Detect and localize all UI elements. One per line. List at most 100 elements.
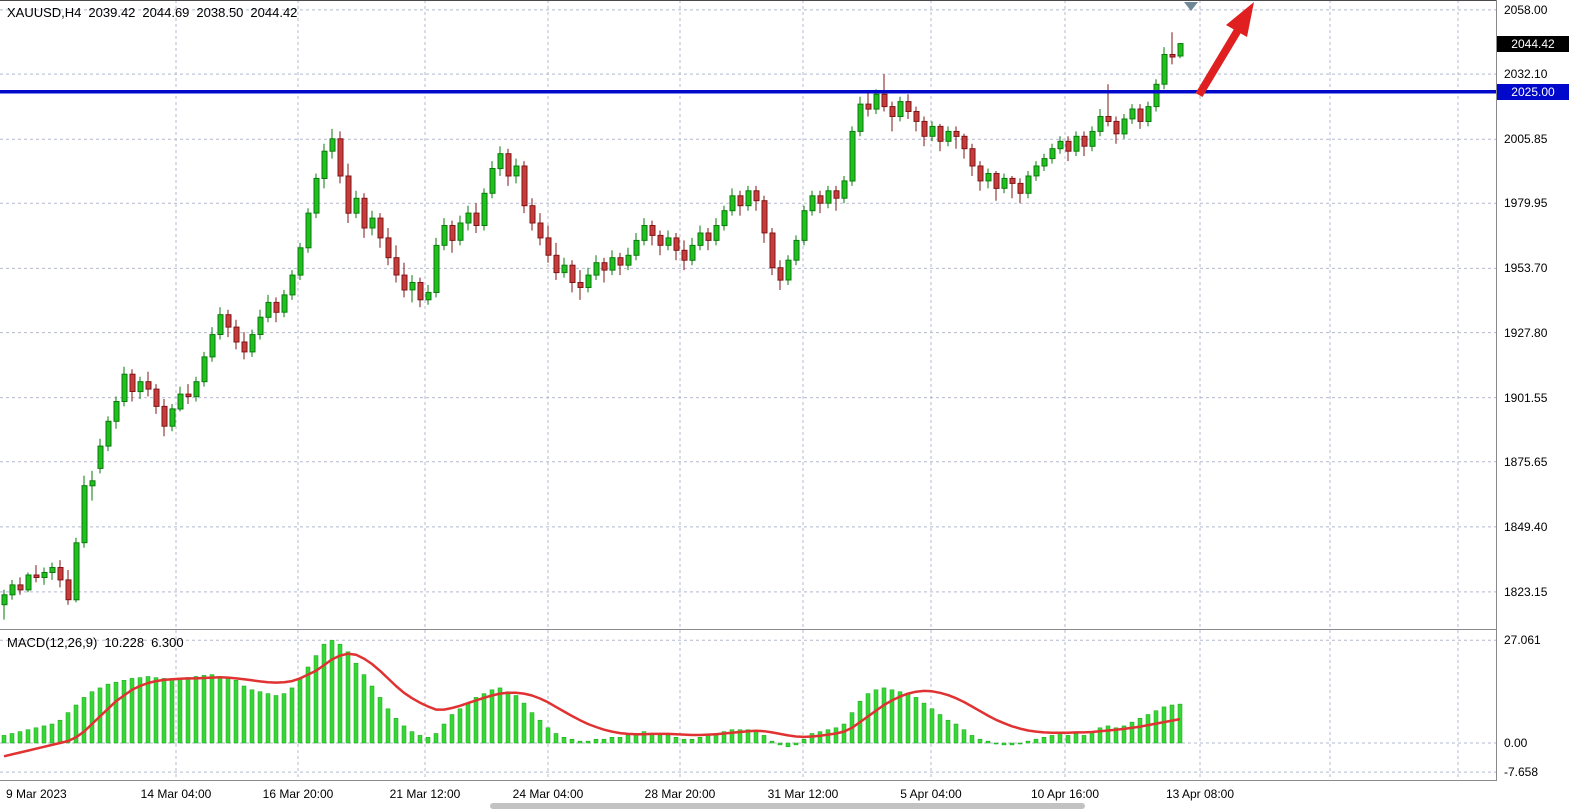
macd-histogram-bar	[993, 742, 999, 745]
bear-candle	[993, 173, 1000, 189]
macd-indicator-canvas[interactable]	[0, 630, 1496, 780]
bear-candle	[1113, 120, 1120, 135]
bear-candle	[545, 237, 552, 256]
bull-candle	[985, 173, 992, 182]
macd-histogram-bar	[585, 740, 591, 744]
macd-histogram-bar	[417, 735, 423, 744]
bull-candle	[1129, 108, 1136, 120]
bull-candle	[177, 393, 184, 410]
bull-candle	[321, 150, 328, 179]
macd-histogram-bar	[105, 683, 111, 744]
macd-histogram-bar	[1113, 727, 1119, 744]
time-axis-label: 16 Mar 20:00	[262, 787, 334, 801]
bear-candle	[1009, 177, 1016, 184]
macd-histogram-bar	[1177, 703, 1183, 744]
macd-histogram-bar	[897, 691, 903, 744]
bear-candle	[617, 257, 624, 266]
macd-histogram-bar	[1017, 742, 1023, 745]
current-price-badge: 2044.42	[1497, 36, 1569, 52]
time-axis[interactable]: 9 Mar 2023 14 Mar 04:00 16 Mar 20:00 21 Mar…	[0, 781, 1576, 811]
bull-candle	[1001, 177, 1008, 189]
bull-candle	[841, 180, 848, 199]
bull-candle	[857, 103, 864, 132]
macd-histogram-bar	[505, 691, 511, 744]
bull-candle	[49, 567, 56, 573]
bull-candle	[169, 408, 176, 427]
macd-histogram-bar	[1161, 706, 1167, 744]
time-axis-label: 31 Mar 12:00	[767, 787, 839, 801]
macd-histogram-bar	[25, 729, 31, 744]
macd-histogram-bar	[209, 674, 215, 744]
bull-candle	[113, 401, 120, 422]
chart-top-border	[0, 0, 1496, 1]
macd-histogram-bar	[977, 738, 983, 744]
bear-candle	[833, 190, 840, 199]
macd-histogram-bar	[697, 737, 703, 744]
macd-histogram-bar	[753, 731, 759, 744]
macd-histogram-bar	[809, 733, 815, 744]
bull-candle	[1041, 158, 1048, 167]
bull-candle	[305, 212, 312, 249]
bear-candle	[905, 101, 912, 112]
macd-histogram-bar	[353, 662, 359, 744]
macd-histogram-bar	[561, 737, 567, 744]
bull-candle	[489, 168, 496, 194]
macd-histogram-bar	[361, 674, 367, 744]
bear-candle	[681, 249, 688, 261]
trend-arrow-object[interactable]	[1195, 2, 1254, 98]
macd-histogram-bar	[409, 731, 415, 744]
macd-histogram-bar	[681, 738, 687, 744]
macd-histogram-bar	[641, 731, 647, 744]
bull-candle	[81, 485, 88, 544]
bear-candle	[33, 574, 40, 578]
bear-candle	[961, 135, 968, 150]
bear-candle	[737, 195, 744, 207]
macd-histogram-bar	[1153, 710, 1159, 744]
macd-histogram-bar	[305, 666, 311, 744]
macd-histogram-bar	[393, 718, 399, 744]
macd-histogram-bar	[193, 676, 199, 744]
bear-candle	[505, 153, 512, 177]
bear-candle	[553, 254, 560, 274]
price-axis[interactable]: 2044.42 2025.00 2058.00 2032.10 2005.85 197…	[1497, 0, 1576, 781]
macd-histogram-bar	[225, 678, 231, 744]
bull-candle	[289, 274, 296, 296]
trend-arrow-shaft	[1195, 27, 1242, 98]
price-chart-canvas[interactable]	[0, 0, 1496, 629]
macd-histogram-bar	[577, 740, 583, 744]
bear-candle	[817, 195, 824, 204]
bear-candle	[401, 274, 408, 291]
bear-candle	[937, 125, 944, 142]
bear-candle	[673, 237, 680, 251]
macd-histogram-bar	[1105, 725, 1111, 744]
macd-histogram-bar	[657, 735, 663, 744]
bear-candle	[921, 120, 928, 137]
price-axis-label: 2005.85	[1504, 132, 1548, 146]
macd-histogram-bar	[473, 697, 479, 744]
trend-arrow-head	[1226, 2, 1254, 37]
macd-histogram-bar	[169, 678, 175, 744]
pane-separator[interactable]	[0, 629, 1576, 630]
bear-candle	[153, 388, 160, 407]
macd-histogram-bar	[249, 689, 255, 744]
bull-candle	[809, 195, 816, 212]
macd-histogram-bar	[593, 738, 599, 744]
bull-candle	[9, 584, 16, 596]
macd-histogram-bar	[1121, 725, 1127, 744]
horizontal-scrollbar[interactable]	[490, 803, 1085, 809]
bull-candle	[585, 274, 592, 289]
bear-candle	[705, 232, 712, 241]
bear-candle	[953, 130, 960, 137]
chart-shift-marker-icon[interactable]	[1184, 2, 1198, 11]
macd-histogram-bar	[161, 678, 167, 744]
macd-histogram-bar	[73, 704, 79, 744]
bear-candle	[1137, 108, 1144, 122]
price-axis-label: 2032.10	[1504, 67, 1548, 81]
macd-histogram-bar	[185, 677, 191, 744]
macd-histogram-bar	[529, 712, 535, 744]
bear-candle	[161, 405, 168, 427]
bear-candle	[129, 373, 136, 393]
time-axis-separator	[0, 780, 1576, 781]
bull-candle	[897, 101, 904, 117]
